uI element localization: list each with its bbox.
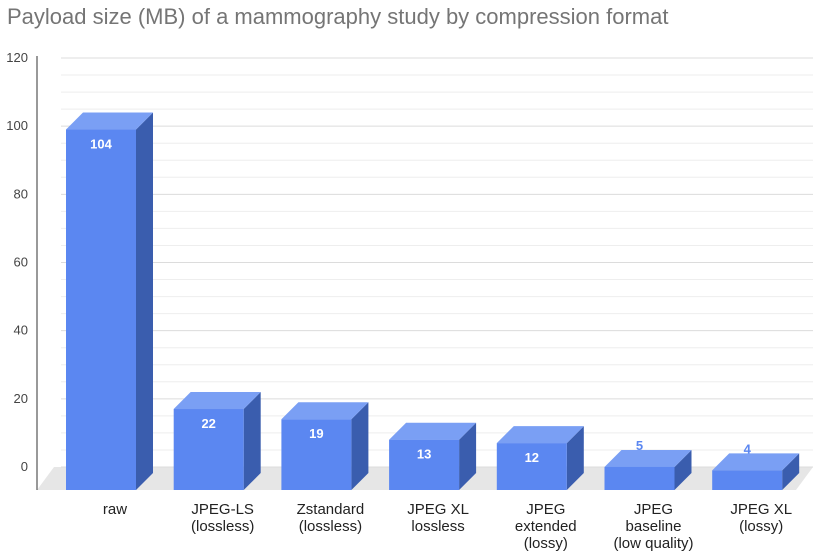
bar-front [712, 470, 783, 490]
bar-top [496, 426, 584, 444]
bar-side [459, 422, 477, 490]
x-category-label: JPEG-LS [191, 501, 254, 518]
y-tick-label: 80 [14, 186, 28, 201]
data-label: 13 [417, 447, 431, 462]
y-tick-label: 0 [21, 459, 28, 474]
bar-top [604, 449, 692, 467]
y-tick-label: 60 [14, 255, 28, 270]
bar-front [281, 419, 352, 490]
data-label: 12 [525, 450, 539, 465]
x-category-label: JPEG [634, 501, 673, 518]
bar-top [389, 422, 477, 440]
gridlines [61, 57, 813, 468]
bar-side [782, 453, 800, 490]
bar-top [281, 402, 369, 420]
bar [496, 426, 584, 490]
x-category-label: baseline [626, 518, 682, 535]
x-category-label: JPEG [526, 501, 565, 518]
bar-front [389, 439, 460, 490]
bar [712, 453, 800, 490]
bar-front [66, 129, 136, 491]
x-category-label: lossless [411, 518, 464, 535]
y-tick-label: 120 [6, 50, 28, 65]
chart-title: Payload size (MB) of a mammography study… [7, 4, 669, 29]
data-label: 22 [201, 416, 215, 431]
x-category-label: (lossless) [299, 518, 362, 535]
y-axis: 0 20 40 60 80 100 120 [6, 50, 38, 490]
bar-top [712, 453, 800, 471]
x-category-label: (lossless) [191, 518, 254, 535]
x-category-label: (lossy) [524, 535, 568, 552]
x-category-label: (lossy) [739, 518, 783, 535]
x-category-label: JPEG XL [730, 501, 792, 518]
bar-side [136, 112, 153, 491]
x-category-label: (low quality) [613, 535, 693, 552]
data-label: 4 [744, 441, 752, 456]
bar-side [566, 426, 584, 490]
bar [173, 392, 261, 490]
y-tick-label: 40 [14, 323, 28, 338]
data-label: 104 [90, 137, 112, 152]
bar-front [496, 443, 567, 490]
x-category-label: Zstandard [297, 501, 365, 518]
bar-side [674, 449, 692, 490]
data-label: 19 [309, 426, 323, 441]
bar [604, 449, 692, 490]
bar-front [173, 409, 244, 490]
bars [66, 112, 800, 491]
bar-side [243, 392, 261, 490]
bar [389, 422, 477, 490]
y-tick-label: 20 [14, 391, 28, 406]
x-category-label: raw [103, 501, 127, 518]
bar-top [66, 112, 153, 130]
bar-front [604, 466, 675, 490]
x-category-label: JPEG XL [407, 501, 469, 518]
data-label: 5 [636, 438, 643, 453]
bar-top [173, 392, 261, 410]
x-category-label: extended [515, 518, 577, 535]
data-labels: 104 22 19 13 12 5 4 [90, 137, 751, 466]
bar [66, 112, 153, 491]
x-axis-categories: raw JPEG-LS(lossless)Zstandard(lossless)J… [103, 501, 792, 552]
y-tick-label: 100 [6, 118, 28, 133]
bar [281, 402, 369, 490]
bar-side [351, 402, 369, 490]
